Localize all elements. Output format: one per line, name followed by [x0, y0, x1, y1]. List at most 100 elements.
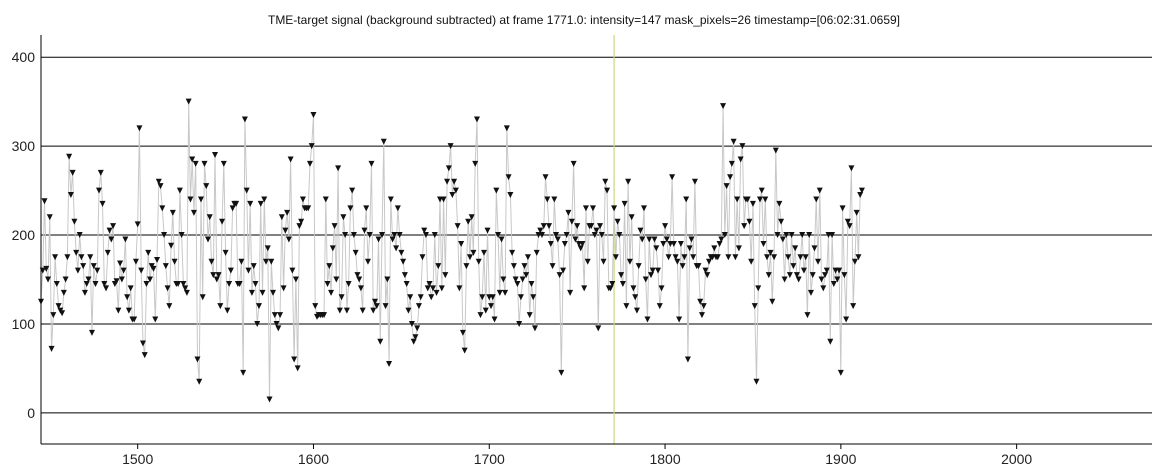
data-point	[428, 294, 435, 301]
data-point	[55, 303, 62, 310]
data-point	[739, 143, 746, 150]
data-point	[248, 289, 255, 296]
data-point	[64, 254, 71, 261]
data-point	[459, 329, 466, 336]
data-point	[264, 245, 271, 252]
data-point	[539, 232, 546, 239]
data-point	[656, 303, 663, 310]
data-point	[85, 276, 92, 283]
data-point	[720, 103, 727, 110]
data-point	[848, 165, 855, 172]
data-point	[630, 285, 637, 292]
data-point	[574, 223, 581, 230]
data-point	[120, 267, 127, 274]
data-point	[132, 258, 139, 265]
data-point	[579, 240, 586, 247]
data-point	[616, 232, 623, 239]
data-point	[192, 160, 199, 167]
data-point	[115, 307, 122, 314]
data-point	[88, 329, 95, 336]
data-point	[271, 312, 278, 319]
data-point	[122, 236, 129, 243]
data-point	[514, 280, 521, 287]
data-point	[430, 285, 437, 292]
data-point	[391, 232, 398, 239]
data-point	[45, 276, 52, 283]
data-point	[145, 249, 152, 256]
y-tick-label: 100	[12, 316, 36, 332]
data-point	[291, 356, 298, 363]
data-point	[183, 289, 190, 296]
data-point	[714, 254, 721, 261]
data-point	[846, 223, 853, 230]
data-point	[646, 236, 653, 243]
data-point	[644, 316, 651, 323]
data-point	[73, 249, 80, 256]
data-point	[261, 196, 268, 203]
data-point	[331, 223, 338, 230]
data-point	[662, 223, 669, 230]
data-point	[280, 285, 287, 292]
data-point	[479, 294, 486, 301]
y-tick-label: 0	[27, 405, 35, 421]
data-point	[816, 187, 823, 194]
data-point	[688, 236, 695, 243]
data-point	[421, 227, 428, 234]
data-point	[233, 200, 240, 207]
data-point	[822, 272, 829, 279]
data-point	[589, 205, 596, 212]
data-point	[806, 232, 813, 239]
data-point	[611, 205, 618, 212]
data-point	[393, 245, 400, 252]
data-point	[800, 267, 807, 274]
data-point	[103, 285, 110, 292]
data-point	[294, 365, 301, 372]
data-point	[412, 334, 419, 341]
data-point	[762, 196, 769, 203]
data-point	[746, 218, 753, 225]
data-point	[80, 263, 87, 270]
data-point	[716, 240, 723, 247]
data-point	[658, 285, 665, 292]
data-point	[435, 263, 442, 270]
data-point	[78, 254, 85, 261]
data-point	[853, 209, 860, 216]
data-point	[273, 320, 280, 327]
data-point	[472, 160, 479, 167]
data-point	[284, 209, 291, 216]
data-point	[50, 312, 57, 319]
data-point	[686, 245, 693, 252]
data-point	[456, 285, 463, 292]
data-point	[597, 223, 604, 230]
data-point	[561, 240, 568, 247]
data-point	[549, 263, 556, 270]
data-point	[547, 240, 554, 247]
y-tick-label: 300	[12, 138, 36, 154]
data-point	[488, 303, 495, 310]
data-point	[466, 254, 473, 261]
data-point	[454, 223, 461, 230]
data-point	[440, 196, 447, 203]
data-point	[669, 174, 676, 181]
data-point	[90, 263, 97, 270]
data-point	[609, 280, 616, 287]
series-group	[38, 98, 865, 403]
data-point	[382, 303, 389, 310]
data-point	[275, 325, 282, 332]
x-tick-label: 1600	[298, 451, 329, 467]
data-point	[424, 285, 431, 292]
data-point	[591, 232, 598, 239]
data-point	[403, 280, 410, 287]
data-point	[146, 276, 153, 283]
data-point	[108, 236, 115, 243]
data-point	[410, 338, 417, 345]
data-point	[342, 232, 349, 239]
data-point	[354, 272, 361, 279]
data-point	[493, 187, 500, 194]
data-point	[554, 236, 561, 243]
data-point	[350, 232, 357, 239]
data-point	[203, 183, 210, 190]
data-point	[329, 245, 336, 252]
data-point	[730, 138, 737, 145]
